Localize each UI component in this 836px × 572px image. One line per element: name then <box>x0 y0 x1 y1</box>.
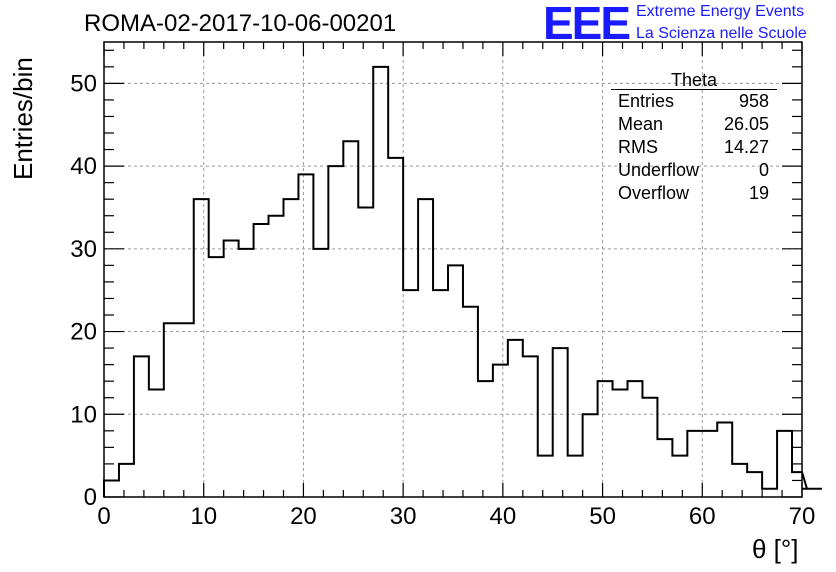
stats-row: RMS 14.27 <box>611 136 777 159</box>
x-tick-label: 0 <box>97 503 110 530</box>
x-tick-label: 50 <box>589 503 616 530</box>
stats-title: Theta <box>611 71 777 90</box>
y-tick-label: 40 <box>70 153 97 180</box>
stats-box: Theta Entries 958 Mean 26.05 RMS 14.27 U… <box>611 71 777 205</box>
histogram-step-line <box>103 65 822 497</box>
stats-row: Mean 26.05 <box>611 113 777 136</box>
stats-value: 19 <box>748 183 769 203</box>
stats-label: RMS <box>618 137 658 157</box>
stats-row: Overflow 19 <box>611 182 777 205</box>
grid-lines <box>104 42 802 497</box>
stats-value: 14.27 <box>723 137 769 157</box>
eee-logo: EEE <box>543 0 631 49</box>
plot-frame <box>103 41 803 498</box>
y-tick-label: 30 <box>70 236 97 263</box>
stats-label: Mean <box>618 114 664 134</box>
stats-row: Entries 958 <box>611 90 777 113</box>
y-tick-label: 20 <box>70 319 97 346</box>
axis-tick-labels: 0 10 20 30 40 50 60 70 0 10 20 30 40 50 <box>70 70 815 530</box>
x-axis-label: θ [°] <box>752 534 799 564</box>
stats-value: 958 <box>738 91 769 111</box>
stats-label: Underflow <box>618 160 700 180</box>
stats-row: Underflow 0 <box>611 159 777 182</box>
y-axis-label: Entries/bin <box>8 57 38 180</box>
x-tick-label: 30 <box>390 503 417 530</box>
x-tick-label: 60 <box>689 503 716 530</box>
stats-label: Entries <box>618 91 675 111</box>
y-tick-label: 10 <box>70 401 97 428</box>
y-tick-label: 0 <box>84 484 97 511</box>
stats-value: 26.05 <box>723 114 769 134</box>
y-tick-label: 50 <box>70 70 97 97</box>
logo-subtitle-2: La Scienza nelle Scuole <box>636 25 807 42</box>
stats-label: Overflow <box>618 183 690 203</box>
logo-subtitle-1: Extreme Energy Events <box>636 3 805 20</box>
x-tick-label: 40 <box>490 503 517 530</box>
stats-value: 0 <box>758 160 769 180</box>
axis-ticks <box>103 42 803 498</box>
x-tick-label: 10 <box>190 503 217 530</box>
run-title: ROMA-02-2017-10-06-00201 <box>84 10 397 37</box>
x-tick-label: 20 <box>290 503 317 530</box>
x-tick-label: 70 <box>789 503 816 530</box>
